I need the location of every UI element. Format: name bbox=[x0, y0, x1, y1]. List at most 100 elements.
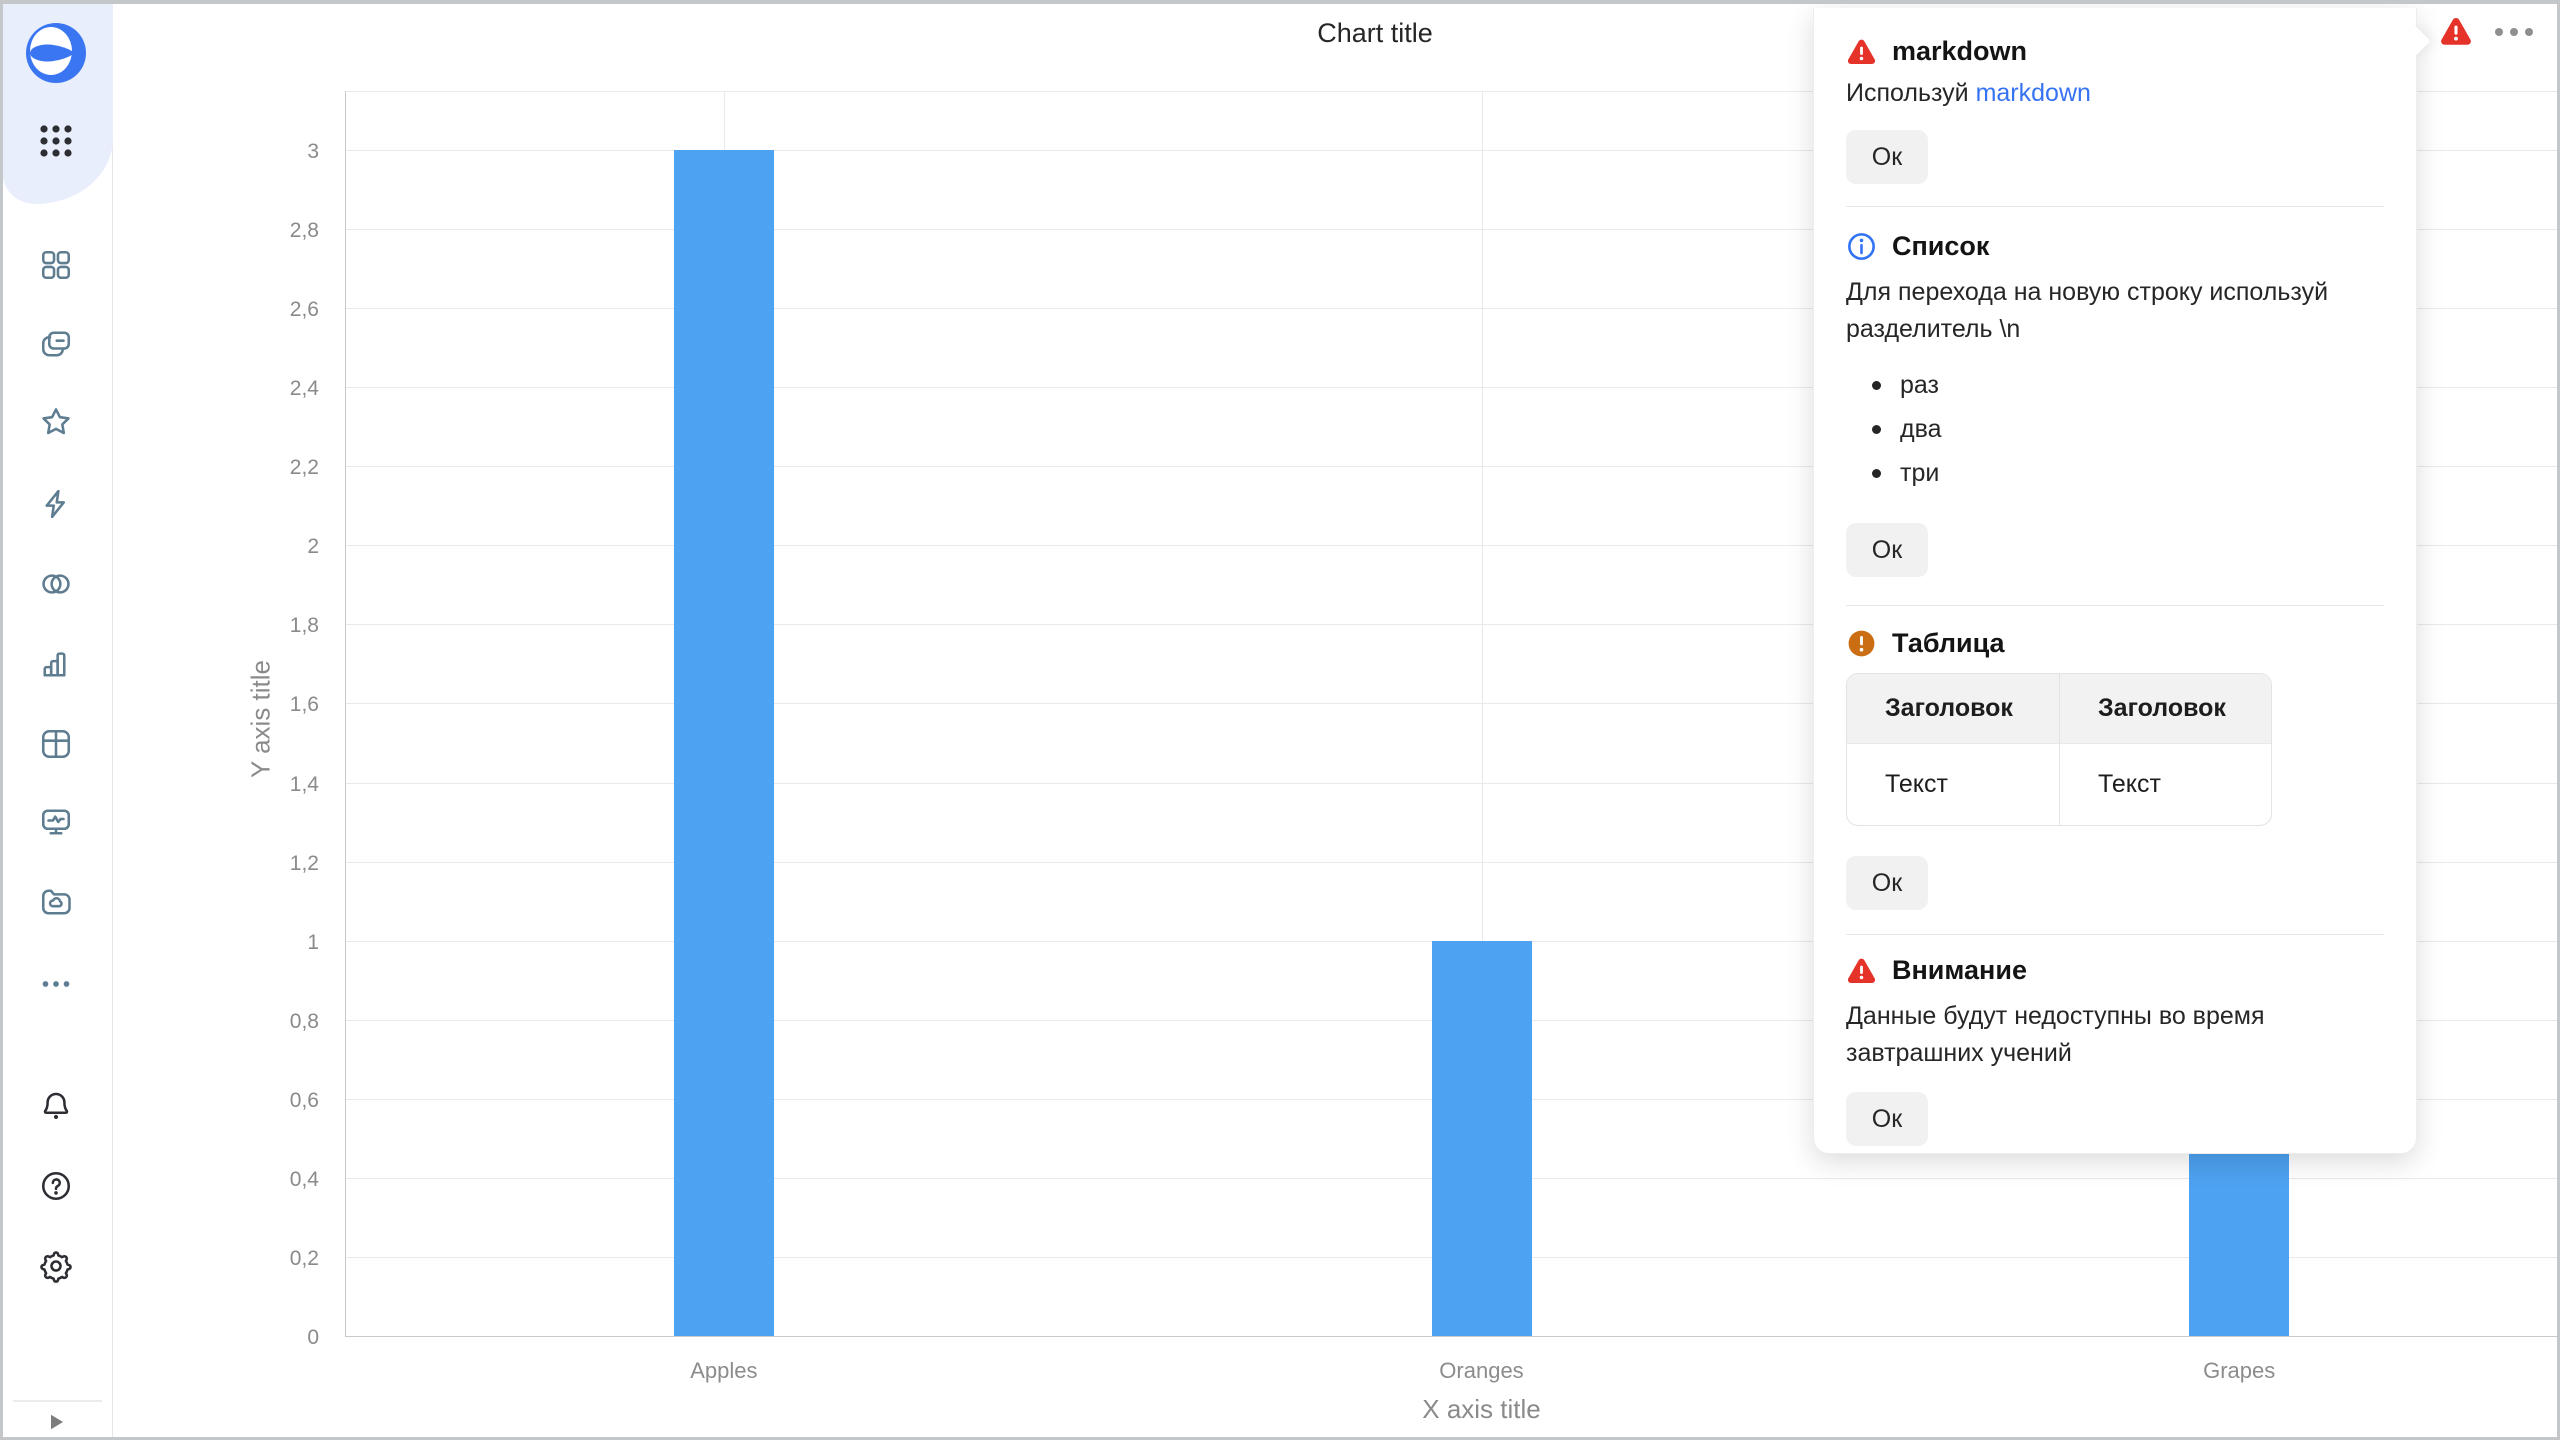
y-gridline bbox=[345, 861, 2557, 863]
markdown-link[interactable]: markdown bbox=[1975, 79, 2091, 107]
y-axis-line bbox=[345, 91, 346, 1337]
y-tick-label: 1,4 bbox=[289, 772, 319, 796]
list-item: раз bbox=[1846, 372, 2384, 399]
bar-oranges[interactable] bbox=[1431, 940, 1532, 1336]
category-label: Apples bbox=[690, 1358, 758, 1383]
y-gridline bbox=[345, 150, 2557, 151]
sidebar-item-connections[interactable] bbox=[32, 560, 80, 608]
bar-apples[interactable] bbox=[673, 150, 774, 1336]
sidebar-item-editor[interactable] bbox=[32, 480, 80, 528]
list-item: два bbox=[1846, 416, 2384, 443]
sidebar-item-storage[interactable] bbox=[32, 878, 80, 926]
y-tick-label: 0,4 bbox=[289, 1167, 319, 1191]
y-gridline bbox=[345, 466, 2557, 468]
sidebar-item-datasets[interactable] bbox=[32, 720, 80, 768]
ok-button[interactable]: Ок bbox=[1846, 130, 1928, 184]
editor-lightning-icon bbox=[45, 489, 66, 519]
dashboards-grid-icon bbox=[41, 250, 71, 280]
section-text: Данные будут недоступны во время завтраш… bbox=[1846, 1002, 2265, 1067]
y-gridline bbox=[345, 229, 2557, 231]
y-tick-label: 1,2 bbox=[289, 851, 319, 875]
expand-play-icon bbox=[51, 1414, 63, 1430]
sidebar-item-dashboards[interactable] bbox=[32, 241, 80, 289]
popup-section-table: Таблица Заголовок Заголовок Текст Текст … bbox=[1846, 606, 2384, 935]
sidebar-item-collections[interactable] bbox=[32, 320, 80, 368]
datalens-logo[interactable] bbox=[26, 23, 86, 83]
more-ellipsis-icon bbox=[42, 981, 70, 987]
sidebar-expand-button[interactable] bbox=[34, 1402, 78, 1437]
bullet-list: раз два три bbox=[1846, 372, 2384, 487]
y-tick-label: 0,6 bbox=[289, 1088, 319, 1112]
collections-copy-icon bbox=[41, 331, 71, 357]
notifications-bell-icon bbox=[43, 1092, 69, 1120]
sidebar-item-charts[interactable] bbox=[32, 640, 80, 688]
table-cell: Текст bbox=[2059, 743, 2271, 825]
apps-grid-dots-icon[interactable] bbox=[36, 121, 76, 161]
section-text: Для перехода на новую строку используй р… bbox=[1846, 278, 2329, 343]
mini-table: Заголовок Заголовок Текст Текст bbox=[1846, 673, 2272, 826]
section-text: Используй markdown bbox=[1846, 79, 2091, 107]
y-tick-label: 2,8 bbox=[289, 219, 319, 243]
y-tick-label: 0 bbox=[307, 1326, 319, 1349]
section-divider bbox=[1846, 605, 2384, 606]
sidebar-item-favorites[interactable] bbox=[32, 398, 80, 446]
chart-title: Chart title bbox=[1317, 18, 1433, 48]
ok-button[interactable]: Ок bbox=[1846, 856, 1928, 910]
sidebar-item-notifications[interactable] bbox=[32, 1082, 80, 1130]
section-divider bbox=[1846, 934, 2384, 935]
x-axis-title: X axis title bbox=[1422, 1394, 1541, 1424]
alert-triangle-icon bbox=[1847, 958, 1876, 984]
sidebar-item-more[interactable] bbox=[32, 960, 80, 1008]
y-tick-label: 2,4 bbox=[289, 377, 319, 401]
sidebar-item-help[interactable] bbox=[32, 1162, 80, 1210]
section-divider bbox=[1846, 206, 2384, 207]
alerts-popup: markdown Используй markdown Ок Список Дл… bbox=[1813, 8, 2417, 1154]
connections-circles-icon bbox=[42, 574, 70, 594]
sidebar-item-monitoring[interactable] bbox=[32, 798, 80, 846]
popup-section-attention: Внимание Данные будут недоступны во врем… bbox=[1846, 935, 2384, 1146]
ok-button[interactable]: Ок bbox=[1846, 523, 1928, 577]
y-gridline bbox=[345, 308, 2557, 310]
y-gridline bbox=[345, 703, 2557, 705]
warning-circle-icon bbox=[1848, 630, 1875, 657]
popup-section-list: Список Для перехода на новую строку испо… bbox=[1846, 207, 2384, 606]
section-title: Список bbox=[1892, 231, 1990, 261]
ok-button[interactable]: Ок bbox=[1846, 1092, 1928, 1146]
y-tick-label: 3 bbox=[307, 140, 319, 163]
settings-gear-icon bbox=[40, 1251, 72, 1283]
y-tick-label: 2 bbox=[307, 535, 319, 559]
section-title: Внимание bbox=[1892, 955, 2027, 985]
ellipsis-menu-icon[interactable] bbox=[2495, 28, 2533, 36]
x-gridline bbox=[1481, 91, 1483, 1336]
y-gridline bbox=[345, 624, 2557, 626]
list-item: три bbox=[1846, 460, 2384, 487]
y-gridline bbox=[345, 545, 2557, 547]
table-header-cell: Заголовок bbox=[1847, 674, 2059, 743]
table-header-cell: Заголовок bbox=[2059, 674, 2271, 743]
sidebar-item-settings[interactable] bbox=[32, 1242, 80, 1290]
datasets-table-icon bbox=[41, 729, 71, 759]
x-axis-line bbox=[345, 1336, 2557, 1337]
y-tick-label: 0,8 bbox=[289, 1009, 319, 1033]
y-gridline bbox=[345, 782, 2557, 784]
monitoring-screen-icon bbox=[41, 809, 71, 835]
sidebar bbox=[3, 4, 113, 1437]
alert-triangle-icon bbox=[1847, 39, 1876, 65]
popup-section-markdown: markdown Используй markdown Ок bbox=[1846, 8, 2384, 207]
y-tick-label: 1,6 bbox=[289, 693, 319, 717]
sidebar-divider bbox=[13, 1400, 102, 1402]
category-label: Grapes bbox=[2203, 1358, 2276, 1383]
alert-triangle-icon[interactable] bbox=[2439, 14, 2473, 48]
section-title: markdown bbox=[1892, 36, 2028, 66]
storage-folder-cloud-icon bbox=[41, 889, 71, 915]
charts-bar-icon bbox=[43, 652, 66, 677]
info-circle-icon bbox=[1848, 233, 1875, 260]
table-cell: Текст bbox=[1847, 743, 2059, 825]
section-title: Таблица bbox=[1892, 628, 2005, 658]
help-question-icon bbox=[41, 1171, 71, 1201]
plot-top-gridline bbox=[345, 91, 2557, 92]
y-tick-label: 1,8 bbox=[289, 614, 319, 638]
favorites-star-icon bbox=[42, 408, 70, 435]
y-tick-label: 2,6 bbox=[289, 298, 319, 322]
